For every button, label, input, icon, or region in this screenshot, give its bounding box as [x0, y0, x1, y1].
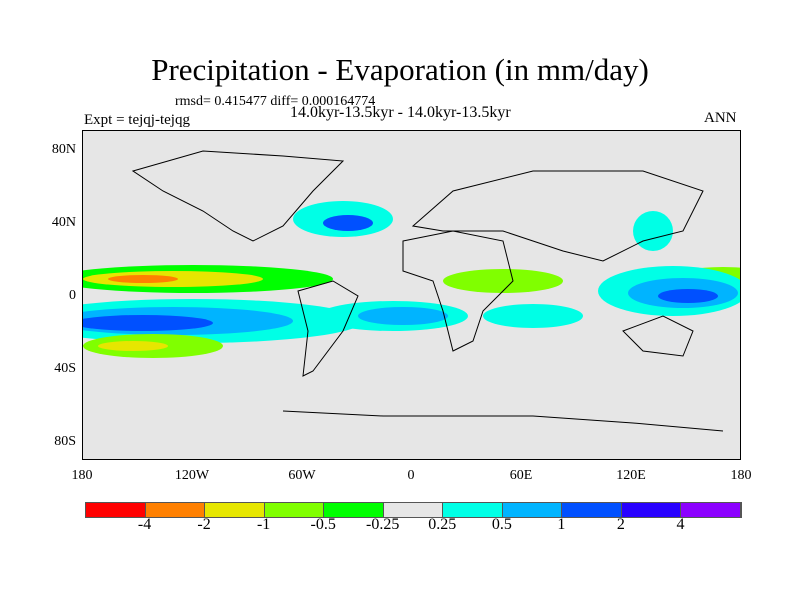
map-panel	[82, 130, 741, 460]
contour-io-cyan	[483, 304, 583, 328]
colorbar-box	[443, 503, 503, 517]
colorbar-label: -2	[197, 516, 211, 533]
plot-title: Precipitation - Evaporation (in mm/day)	[151, 52, 649, 87]
contour-natl-blue	[323, 215, 373, 231]
field-contours	[83, 150, 740, 432]
lon-label-0: 0	[407, 468, 415, 483]
coastlines	[131, 150, 724, 432]
colorbar-box	[86, 503, 146, 517]
contour-np-cyan	[633, 211, 673, 251]
contour-wp-blue	[658, 289, 718, 303]
colorbar-label: 1	[557, 516, 566, 533]
colorbar-box	[621, 503, 682, 517]
contour-sp-yellow	[98, 341, 168, 351]
lon-label-60e: 60E	[509, 468, 533, 483]
lon-label-120e: 120E	[616, 468, 646, 483]
contour-sp-blue	[83, 315, 213, 331]
lon-label-180e: 180	[730, 468, 752, 483]
stats-text: rmsd= 0.415477 diff= 0.000164774	[175, 94, 376, 109]
contour-africa-green	[443, 269, 563, 293]
lat-label-80s: 80S	[54, 434, 76, 449]
lon-label-120w: 120W	[174, 468, 210, 483]
lat-label-80n: 80N	[51, 142, 76, 157]
lon-label-60w: 60W	[288, 468, 316, 483]
season-label: ANN	[704, 110, 737, 126]
experiment-label: Expt = tejqj-tejqg	[84, 112, 190, 128]
colorbar-box	[502, 503, 563, 517]
period-label: 14.0kyr-13.5kyr - 14.0kyr-13.5kyr	[290, 104, 511, 121]
colorbar-label: -0.5	[310, 516, 336, 533]
lon-label-180w: 180	[71, 468, 93, 483]
colorbar-box	[562, 503, 622, 517]
lat-label-40s: 40S	[54, 361, 76, 376]
colorbar-box	[383, 503, 444, 517]
colorbar-box	[205, 503, 265, 517]
colorbar-box	[264, 503, 325, 517]
lat-label-0: 0	[69, 288, 76, 303]
contour-itcz-orange	[108, 275, 178, 283]
colorbar-label: 2	[616, 516, 625, 533]
colorbar-label: -1	[256, 516, 271, 533]
contour-atl-blue	[358, 307, 448, 325]
colorbar-label: 0.25	[428, 516, 457, 533]
colorbar-box	[324, 503, 384, 517]
lat-label-40n: 40N	[51, 215, 76, 230]
colorbar-label: -4	[137, 516, 152, 533]
colorbar-label: 0.5	[491, 516, 512, 533]
colorbar-label: -0.25	[366, 516, 400, 533]
colorbar-box	[145, 503, 206, 517]
colorbar-box	[681, 503, 742, 517]
colorbar	[85, 502, 742, 518]
colorbar-label: 4	[676, 516, 685, 533]
